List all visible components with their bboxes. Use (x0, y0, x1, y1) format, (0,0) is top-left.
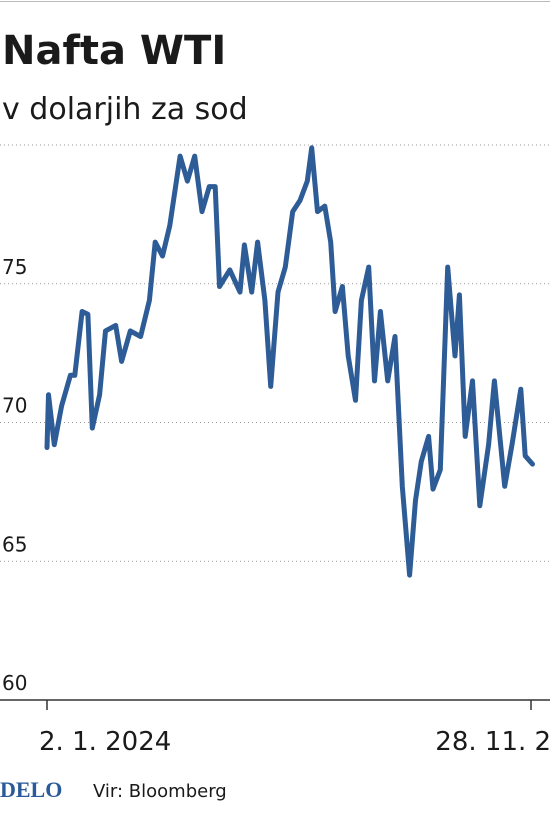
x-tick-label: 28. 11. 2024 (435, 727, 550, 757)
x-tick-label: 2. 1. 2024 (39, 727, 171, 757)
logo: DELO (0, 777, 62, 802)
y-tick-label: 70 (2, 394, 27, 418)
y-tick-label: 75 (2, 255, 27, 279)
price-line (44, 145, 535, 578)
y-tick-label: 60 (2, 671, 27, 695)
source: Vir: Bloomberg (93, 781, 227, 802)
chart-title: Nafta WTI (2, 28, 226, 74)
y-tick-label: 65 (2, 532, 27, 556)
chart-subtitle: v dolarjih za sod (2, 92, 248, 127)
